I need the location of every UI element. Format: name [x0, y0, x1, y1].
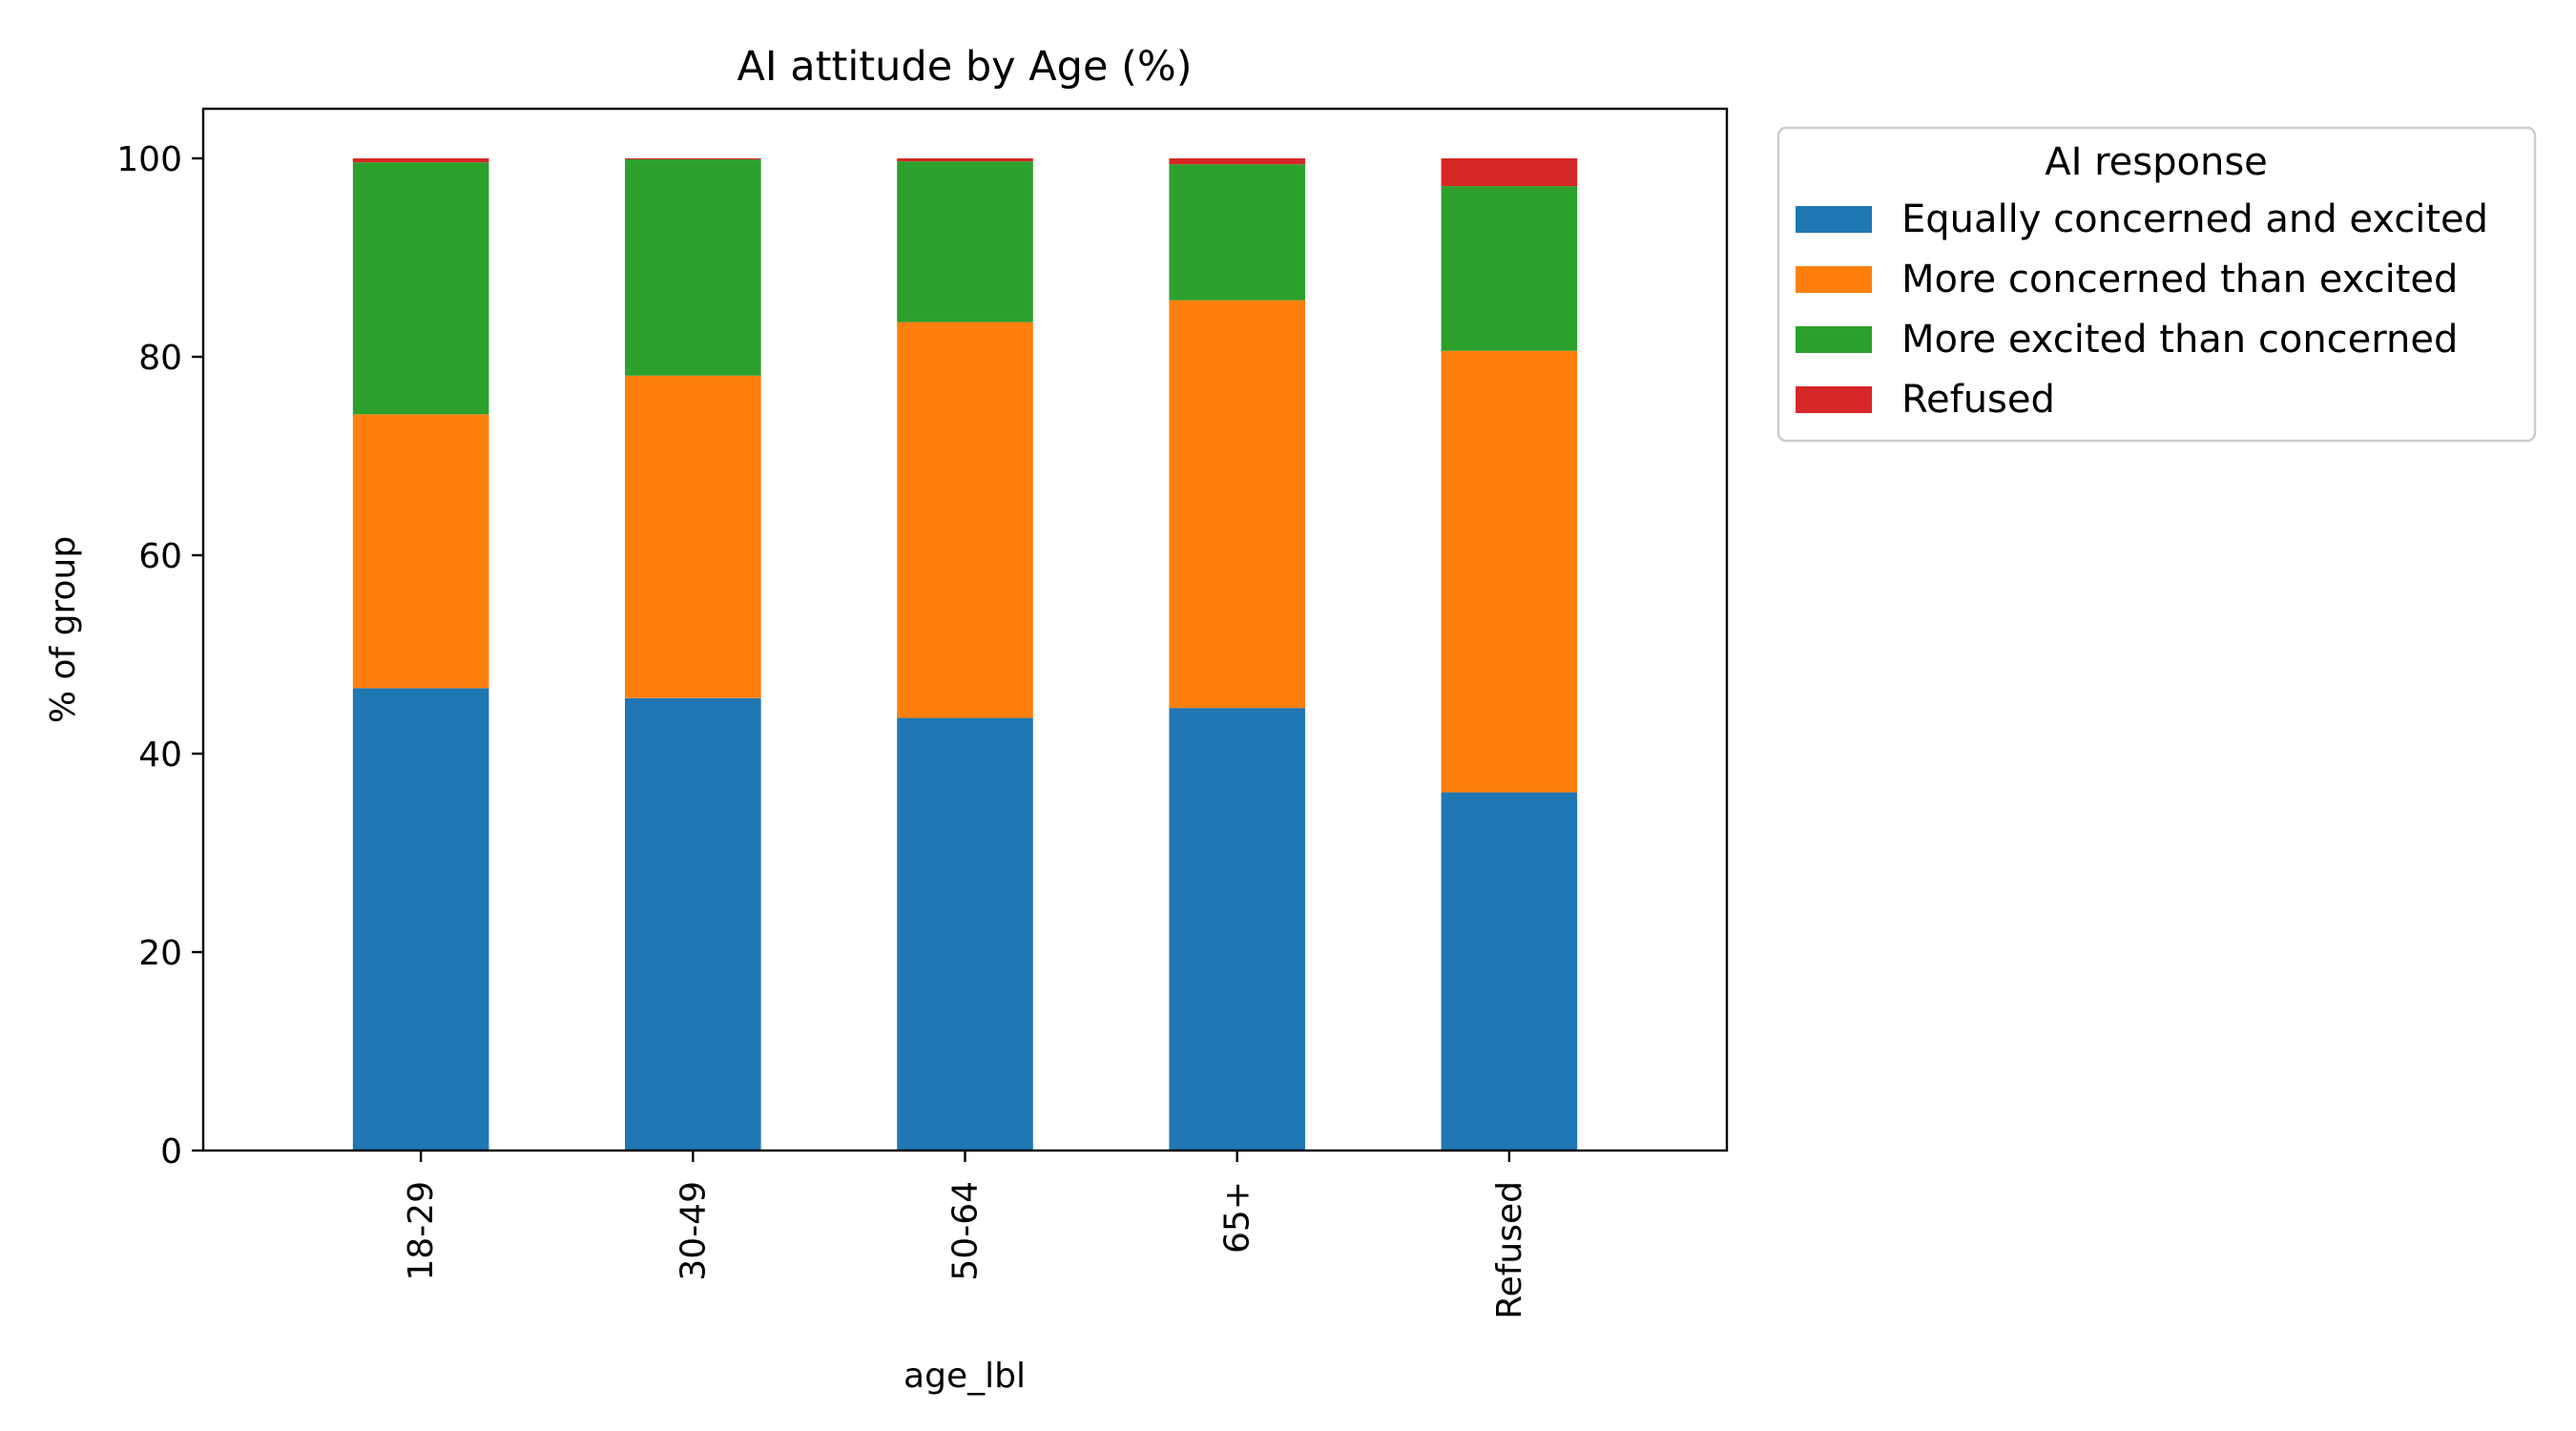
bar-18-29-series-0	[352, 688, 489, 1151]
bar-50-64-series-0	[897, 717, 1033, 1151]
bar-18-29-series-3	[352, 158, 489, 163]
x-axis: 18-29 30-49 50-64 65+ Refused	[402, 1151, 1529, 1319]
bar-18-29-series-1	[352, 414, 489, 689]
bar-65--series-2	[1169, 164, 1305, 301]
bar-65--series-0	[1169, 708, 1305, 1151]
y-axis: 0 20 40 60 80 100	[116, 140, 203, 1172]
y-tick-label: 60	[138, 537, 182, 576]
chart-title: AI attitude by Age (%)	[737, 43, 1193, 91]
legend: AI response Equally concerned and excite…	[1776, 126, 2537, 443]
bar-30-49-series-2	[625, 159, 761, 376]
bar-refused-series-2	[1441, 186, 1578, 351]
legend-swatch	[1796, 206, 1872, 233]
y-axis-label: % of group	[44, 536, 83, 723]
legend-swatch	[1796, 386, 1872, 413]
legend-label: Refused	[1901, 378, 2055, 422]
bar-50-64-series-3	[897, 158, 1033, 162]
bars-layer	[352, 158, 1578, 1151]
bar-refused-series-3	[1441, 158, 1578, 187]
legend-title: AI response	[2045, 140, 2268, 184]
x-tick-label: 50-64	[946, 1181, 986, 1281]
bar-65--series-3	[1169, 158, 1305, 165]
bar-30-49-series-1	[625, 375, 761, 698]
legend-swatch	[1796, 326, 1872, 353]
bar-50-64-series-2	[897, 161, 1033, 322]
legend-label: Equally concerned and excited	[1901, 197, 2488, 241]
x-tick-label: 18-29	[402, 1181, 441, 1281]
x-tick-label: 65+	[1218, 1181, 1257, 1254]
bar-18-29-series-2	[352, 162, 489, 415]
x-tick-label: Refused	[1490, 1181, 1529, 1319]
bar-refused-series-0	[1441, 792, 1578, 1151]
y-tick-label: 100	[116, 140, 182, 179]
y-tick-label: 80	[138, 339, 182, 378]
y-tick-label: 20	[138, 934, 182, 973]
legend-frame	[1776, 126, 2537, 443]
y-tick-label: 0	[160, 1132, 182, 1172]
legend-label: More concerned than excited	[1901, 258, 2458, 301]
bar-50-64-series-1	[897, 321, 1033, 718]
bar-30-49-series-0	[625, 697, 761, 1151]
y-tick-label: 40	[138, 736, 182, 775]
bar-30-49-series-3	[625, 158, 761, 160]
bar-65--series-1	[1169, 300, 1305, 709]
legend-items: Equally concerned and excited More concer…	[1796, 197, 2488, 422]
bar-refused-series-1	[1441, 350, 1578, 793]
x-axis-label: age_lbl	[904, 1357, 1026, 1396]
legend-label: More excited than concerned	[1901, 318, 2458, 362]
x-tick-label: 30-49	[674, 1181, 713, 1281]
legend-swatch	[1796, 266, 1872, 293]
